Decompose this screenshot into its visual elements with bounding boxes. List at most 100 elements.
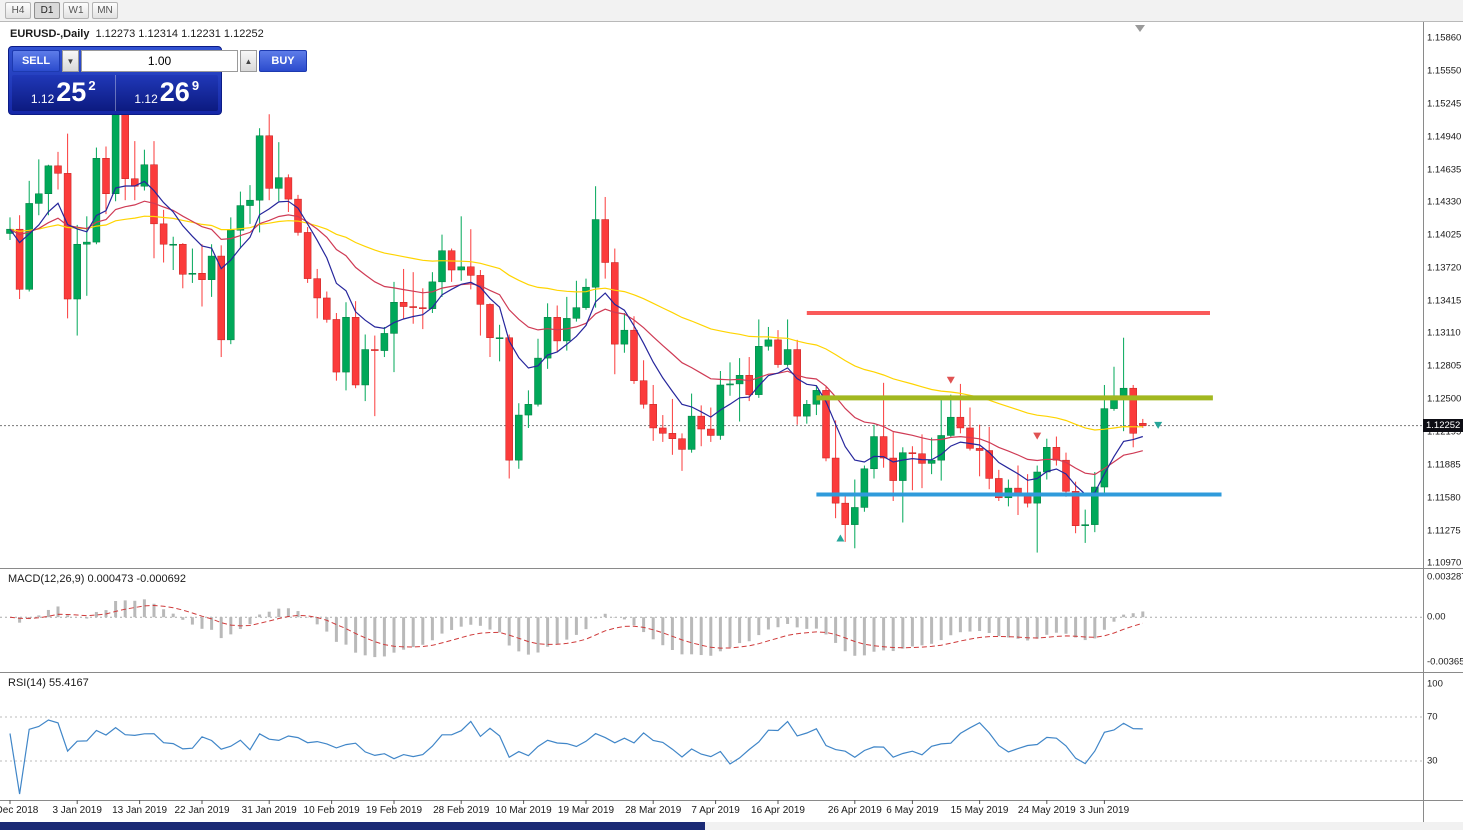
candle-body bbox=[438, 250, 446, 283]
candle-body bbox=[697, 415, 705, 430]
one-click-trade-panel: SELL ▼ ▲ BUY 1.12 25 2 1.12 26 9 bbox=[8, 46, 307, 115]
candle-body bbox=[831, 457, 840, 504]
candle-body bbox=[937, 435, 945, 461]
candle-body bbox=[121, 108, 129, 179]
trade-marker bbox=[946, 376, 955, 384]
ma-mid bbox=[9, 200, 1143, 476]
candle-body bbox=[457, 266, 465, 271]
date-axis-label: 28 Mar 2019 bbox=[625, 805, 682, 816]
ma-slow bbox=[9, 215, 1143, 431]
timeframe-button-mn[interactable]: MN bbox=[92, 2, 118, 19]
chart-symbol-period: EURUSD-,Daily bbox=[10, 28, 90, 40]
ma-fast bbox=[9, 180, 1143, 495]
date-axis-label: 10 Mar 2019 bbox=[495, 805, 552, 816]
shift-marker bbox=[1135, 25, 1145, 32]
candle-body bbox=[659, 427, 667, 434]
date-axis-label: 24 May 2019 bbox=[1017, 805, 1076, 816]
price-axis-label: 1.11580 bbox=[1427, 492, 1461, 504]
candle-body bbox=[313, 278, 321, 299]
macd-scale-label: 0.003287 bbox=[1427, 571, 1463, 583]
macd-histogram bbox=[18, 599, 1145, 658]
candle-body bbox=[611, 262, 619, 345]
candle-body bbox=[44, 165, 53, 194]
candle-body bbox=[361, 349, 369, 386]
candle-body bbox=[947, 416, 955, 436]
volume-decrease-button[interactable]: ▼ bbox=[62, 50, 79, 72]
candle-body bbox=[476, 275, 485, 305]
candle-body bbox=[303, 232, 312, 279]
candle-body bbox=[975, 448, 984, 451]
date-axis[interactable]: 25 Dec 2018 3 Jan 2019 13 Jan 2019 22 Jan 2… bbox=[0, 800, 1423, 822]
buy-price-big: 26 bbox=[159, 77, 190, 107]
candle-body bbox=[275, 177, 283, 189]
candle-body bbox=[851, 507, 859, 525]
date-axis-label: 7 Apr 2019 bbox=[691, 805, 740, 816]
buy-price-display[interactable]: 1.12 26 9 bbox=[114, 75, 219, 111]
buy-button[interactable]: BUY bbox=[259, 50, 307, 72]
candle-body bbox=[92, 158, 101, 243]
candle-body bbox=[73, 243, 81, 300]
candle-body bbox=[332, 319, 341, 373]
candle-body bbox=[342, 317, 350, 373]
candle-body bbox=[582, 286, 590, 308]
price-axis-label: 1.13415 bbox=[1427, 295, 1462, 307]
candle-body bbox=[985, 450, 993, 479]
candle-body bbox=[707, 428, 715, 436]
price-axis-label: 1.14635 bbox=[1427, 164, 1462, 176]
sell-button[interactable]: SELL bbox=[12, 50, 60, 72]
candle-body bbox=[1100, 408, 1109, 488]
price-axis-label: 1.12500 bbox=[1427, 393, 1462, 405]
volume-input[interactable] bbox=[81, 50, 238, 72]
chevron-down-icon: ▼ bbox=[66, 56, 75, 66]
trade-controls-row: SELL ▼ ▲ BUY bbox=[12, 50, 307, 72]
price-axis-label: 1.15245 bbox=[1427, 98, 1462, 110]
timeframe-button-h4[interactable]: H4 bbox=[5, 2, 31, 19]
candle-body bbox=[1091, 486, 1099, 525]
candle-body bbox=[803, 404, 811, 417]
price-axis-label: 1.14940 bbox=[1427, 131, 1462, 143]
candle-body bbox=[639, 380, 648, 405]
candle-body bbox=[1129, 387, 1137, 434]
date-axis-label: 28 Feb 2019 bbox=[433, 805, 490, 816]
date-axis-label: 26 Apr 2019 bbox=[827, 805, 882, 816]
timeframe-button-d1[interactable]: D1 bbox=[34, 2, 60, 19]
macd-scale-label: -0.003659 bbox=[1427, 656, 1463, 668]
candle-body bbox=[63, 173, 72, 300]
candle-body bbox=[860, 468, 869, 508]
price-axis[interactable]: 1.15860 1.15550 1.15245 1.14940 1.14635 1.143… bbox=[1425, 0, 1463, 822]
candle-body bbox=[428, 281, 437, 309]
candle-body bbox=[543, 317, 552, 359]
date-axis-label: 10 Feb 2019 bbox=[303, 805, 360, 816]
horizontal-scrollbar[interactable] bbox=[0, 822, 705, 830]
price-axis-label: 1.11885 bbox=[1427, 459, 1461, 471]
candle-body bbox=[668, 433, 677, 439]
candle-body bbox=[524, 404, 533, 416]
candle-body bbox=[822, 390, 830, 459]
volume-increase-button[interactable]: ▲ bbox=[240, 50, 257, 72]
date-axis-label: 19 Mar 2019 bbox=[557, 805, 615, 816]
candle-body bbox=[227, 230, 235, 341]
price-axis-label: 1.13720 bbox=[1427, 262, 1462, 274]
candle-body bbox=[841, 502, 849, 525]
rsi-label: RSI(14) 55.4167 bbox=[8, 677, 89, 689]
timeframe-button-w1[interactable]: W1 bbox=[63, 2, 89, 19]
candle-body bbox=[159, 223, 168, 245]
candle-body bbox=[764, 339, 773, 347]
candle-body bbox=[169, 243, 177, 246]
candle-body bbox=[419, 307, 427, 309]
candle-body bbox=[678, 438, 686, 450]
candle-body bbox=[956, 416, 965, 429]
candle-body bbox=[179, 243, 187, 275]
sell-price-display[interactable]: 1.12 25 2 bbox=[12, 75, 115, 111]
candle-body bbox=[35, 193, 43, 204]
candle-body bbox=[467, 266, 475, 276]
date-axis-label: 16 Apr 2019 bbox=[751, 805, 805, 816]
macd-signal-line bbox=[9, 604, 1143, 649]
chevron-up-icon: ▲ bbox=[244, 56, 253, 66]
candle-body bbox=[111, 108, 120, 194]
candle-body bbox=[995, 478, 1003, 499]
candle-body bbox=[726, 383, 734, 386]
candle-body bbox=[1081, 524, 1089, 526]
